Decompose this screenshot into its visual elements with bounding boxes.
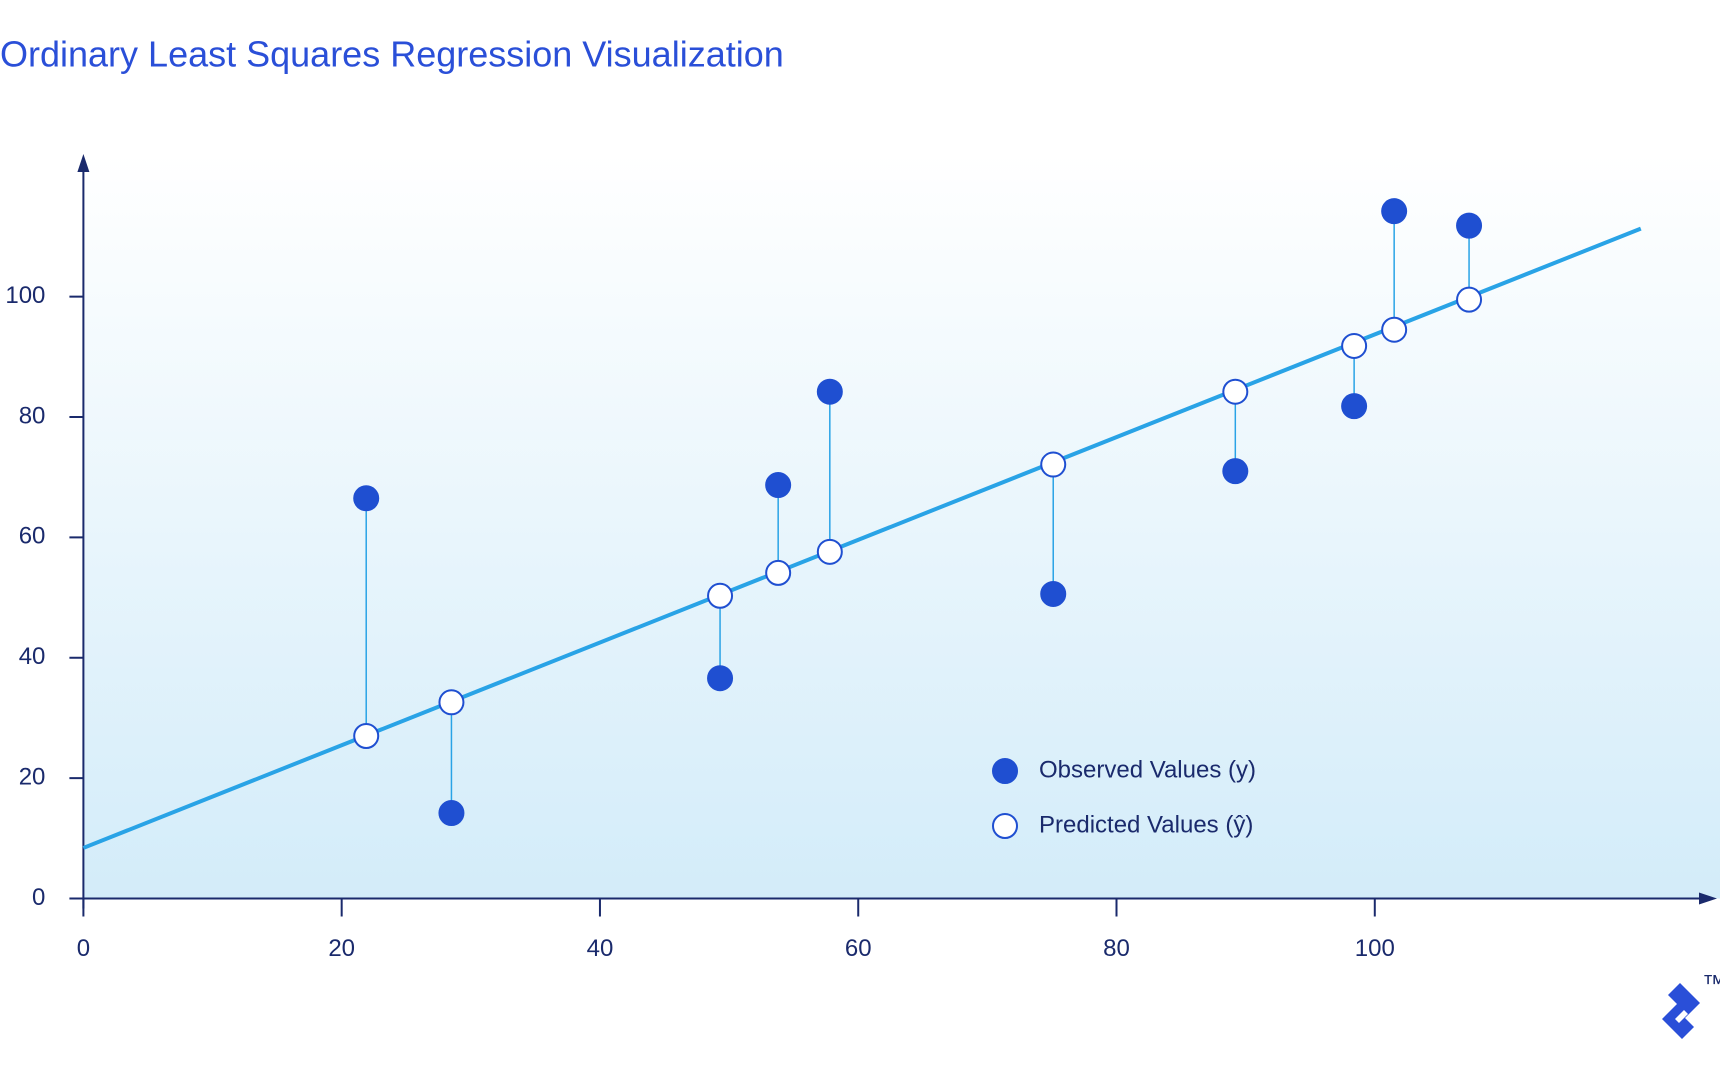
- point: [1381, 316, 1408, 343]
- y-tick-label: 40: [19, 643, 46, 670]
- point: [353, 485, 380, 512]
- point: [1456, 212, 1483, 239]
- point: [438, 800, 465, 827]
- y-tick-label: 100: [5, 282, 45, 309]
- regression-line: [82, 226, 1642, 850]
- legend-label: Observed Values (y): [1039, 756, 1256, 783]
- y-tick-label: 80: [19, 402, 46, 429]
- logo-tm: ™: [1702, 970, 1720, 997]
- legend-label: Predicted Values (ŷ): [1039, 811, 1253, 838]
- point: [816, 538, 843, 565]
- logo-mark: [1662, 983, 1700, 1039]
- point: [765, 472, 792, 499]
- point: [1222, 458, 1249, 485]
- x-tick-label: 40: [587, 935, 614, 962]
- point: [707, 665, 734, 692]
- point: [1341, 332, 1368, 359]
- logo-cut: [1675, 1010, 1688, 1023]
- x-tick-label: 60: [845, 935, 872, 962]
- y-axis-arrow: [77, 154, 90, 172]
- y-tick-label: 20: [19, 763, 46, 790]
- point: [1381, 198, 1408, 225]
- point: [765, 559, 792, 586]
- legend-marker: [992, 813, 1018, 839]
- x-tick-label: 0: [77, 935, 90, 962]
- plot-background: [83, 154, 1720, 899]
- x-tick-label: 20: [328, 935, 355, 962]
- point: [1341, 393, 1368, 420]
- x-axis-arrow: [1699, 892, 1717, 905]
- point: [1040, 451, 1067, 478]
- point: [707, 582, 734, 609]
- point: [438, 689, 465, 716]
- legend-marker: [992, 758, 1018, 784]
- point: [1040, 580, 1067, 607]
- point: [1222, 378, 1249, 405]
- x-tick-label: 100: [1355, 935, 1395, 962]
- point: [816, 378, 843, 405]
- chart-title: Ordinary Least Squares Regression Visual…: [0, 34, 784, 75]
- y-tick-label: 60: [19, 523, 46, 550]
- x-tick-label: 80: [1103, 935, 1130, 962]
- y-tick-label: 0: [32, 884, 45, 911]
- point: [353, 722, 380, 749]
- point: [1456, 286, 1483, 313]
